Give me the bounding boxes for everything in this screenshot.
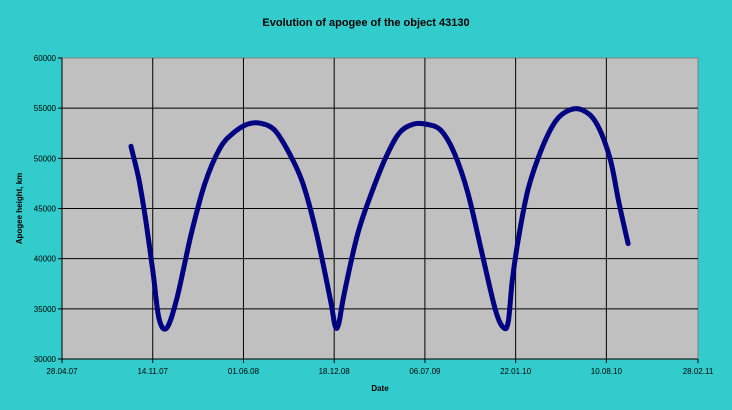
series-layer — [128, 106, 631, 332]
y-tick-label: 35000 — [34, 305, 57, 314]
y-axis-label: Apogee height, km — [15, 173, 24, 245]
x-tick-label: 28.02.11 — [683, 367, 714, 376]
x-tick-label: 06.07.09 — [409, 367, 441, 376]
y-tick-label: 60000 — [34, 54, 57, 63]
x-axis-label: Date — [371, 384, 389, 393]
x-tick-label: 10.08.10 — [591, 367, 623, 376]
x-tick-label: 22.01.10 — [500, 367, 532, 376]
y-tick-label: 55000 — [34, 104, 57, 113]
y-axis-ticks: 30000 35000 40000 45000 50000 55000 60000 — [34, 54, 62, 364]
chart-title: Evolution of apogee of the object 43130 — [262, 17, 469, 29]
apogee-series-line — [128, 106, 631, 332]
y-tick-label: 45000 — [34, 205, 57, 214]
y-tick-label: 30000 — [34, 355, 57, 364]
x-tick-label: 28.04.07 — [46, 367, 78, 376]
x-axis-ticks: 28.04.07 14.11.07 01.06.08 18.12.08 06.07.09… — [46, 359, 714, 376]
x-tick-label: 18.12.08 — [319, 367, 351, 376]
x-tick-label: 14.11.07 — [137, 367, 168, 376]
x-tick-label: 01.06.08 — [228, 367, 260, 376]
y-tick-label: 40000 — [34, 255, 57, 264]
y-tick-label: 50000 — [34, 154, 57, 163]
gridlines — [61, 58, 698, 360]
